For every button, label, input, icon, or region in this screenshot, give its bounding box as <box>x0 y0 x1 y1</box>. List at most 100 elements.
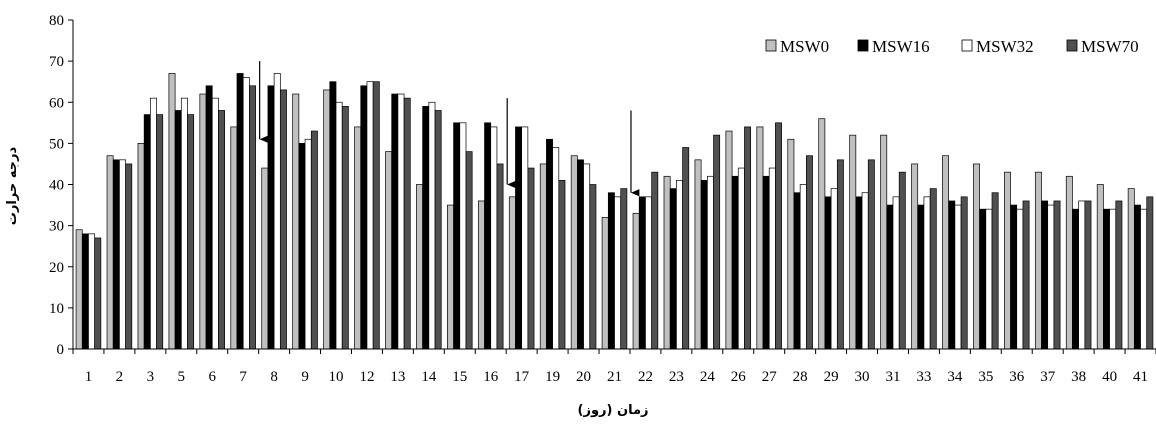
y-tick-label: 20 <box>49 260 64 276</box>
bar-msw16-8 <box>267 85 275 350</box>
x-tick-label: 13 <box>390 369 405 385</box>
bar-msw70-26 <box>744 126 752 350</box>
x-tick-label: 23 <box>669 369 684 385</box>
x-tick-label: 21 <box>607 369 622 385</box>
bar-msw16-14 <box>422 106 430 350</box>
bar-msw16-27 <box>762 175 770 350</box>
bar-msw16-38 <box>1072 208 1079 350</box>
bar-msw0-23 <box>663 175 671 350</box>
bar-msw70-2 <box>125 163 133 350</box>
bar-msw70-37 <box>1053 200 1061 350</box>
x-tick-label: 20 <box>576 369 591 385</box>
bar-msw70-13 <box>403 97 411 350</box>
bar-msw70-33 <box>929 188 937 350</box>
legend: MSW0 MSW16 MSW32 MSW70 <box>765 37 1139 56</box>
bar-msw16-36 <box>1010 204 1018 350</box>
bar-msw0-9 <box>292 93 300 350</box>
bar-msw70-30 <box>867 159 875 350</box>
bar-msw16-12 <box>360 85 368 350</box>
y-tick-label: 60 <box>49 95 64 111</box>
bar-msw0-1 <box>75 229 83 350</box>
legend-label-msw32: MSW32 <box>976 37 1034 56</box>
bar-msw70-41 <box>1146 196 1154 350</box>
bar-msw70-7 <box>249 85 256 350</box>
y-axis-label: درجه حرارت <box>5 146 20 225</box>
bar-msw32-10 <box>335 101 343 350</box>
x-tick-label: 10 <box>329 369 344 385</box>
bar-msw70-19 <box>558 180 566 350</box>
bar-msw16-3 <box>143 114 151 350</box>
legend-label-msw70: MSW70 <box>1081 37 1139 56</box>
x-axis-label: زمان (روز) <box>578 403 649 418</box>
x-tick-label: 35 <box>978 369 993 385</box>
bar-msw0-10 <box>323 89 331 350</box>
bar-msw16-31 <box>886 204 894 350</box>
bar-msw0-36 <box>1004 171 1011 350</box>
bar-msw70-17 <box>527 167 535 350</box>
x-tick-label: 15 <box>452 369 467 385</box>
bar-msw16-34 <box>948 200 956 350</box>
bar-msw70-12 <box>372 81 380 350</box>
bar-msw32-3 <box>150 97 157 350</box>
x-tick-label: 22 <box>638 369 653 385</box>
legend-label-msw16: MSW16 <box>872 37 930 56</box>
x-tick-label: 37 <box>1040 369 1056 385</box>
y-tick-label: 70 <box>49 54 64 70</box>
bar-msw16-41 <box>1133 204 1141 350</box>
bar-msw70-10 <box>341 106 349 350</box>
y-tick-label: 40 <box>49 178 64 194</box>
bar-msw32-27 <box>768 167 776 350</box>
x-tick-label: 14 <box>421 369 437 385</box>
bar-msw0-28 <box>787 138 795 350</box>
bar-msw0-41 <box>1127 188 1135 350</box>
bar-msw16-29 <box>824 196 832 350</box>
bar-msw0-31 <box>880 134 888 350</box>
bar-msw16-7 <box>236 73 244 350</box>
x-tick-label: 7 <box>239 369 247 385</box>
bar-msw32-37 <box>1047 204 1055 350</box>
bar-msw70-5 <box>187 114 195 350</box>
bar-msw32-6 <box>211 97 219 350</box>
bar-msw16-15 <box>453 122 461 350</box>
bar-msw0-27 <box>756 126 764 350</box>
bar-msw0-38 <box>1065 175 1073 350</box>
bar-msw0-16 <box>477 200 485 350</box>
bar-msw16-16 <box>484 122 492 350</box>
annotations-layer <box>259 61 640 197</box>
bar-msw32-28 <box>799 184 807 350</box>
bar-msw0-5 <box>168 73 176 350</box>
bar-msw16-5 <box>174 110 182 350</box>
bar-msw32-9 <box>304 138 312 350</box>
legend-swatch-msw70 <box>1066 39 1078 52</box>
bar-msw0-14 <box>416 184 423 350</box>
bar-msw70-34 <box>960 196 968 350</box>
x-tick-label: 8 <box>270 369 278 385</box>
y-tick-label: 10 <box>49 301 64 317</box>
bar-msw70-23 <box>682 147 690 350</box>
bar-msw16-20 <box>577 159 584 350</box>
bar-msw16-26 <box>731 175 739 350</box>
bar-msw32-40 <box>1109 208 1117 350</box>
bar-msw70-27 <box>775 122 782 350</box>
bar-msw32-24 <box>706 175 714 350</box>
bar-msw0-6 <box>199 93 207 350</box>
bar-msw32-1 <box>88 233 96 350</box>
x-tick-label: 12 <box>359 369 374 385</box>
x-tick-label: 31 <box>885 369 900 385</box>
x-tick-label: 33 <box>916 369 931 385</box>
bar-msw70-1 <box>94 237 102 350</box>
bar-msw16-10 <box>329 81 337 350</box>
bar-msw16-23 <box>669 188 677 350</box>
bar-msw32-20 <box>583 163 591 350</box>
bar-msw32-33 <box>923 196 931 350</box>
bar-msw32-13 <box>397 93 405 350</box>
bar-msw32-12 <box>366 81 374 350</box>
bar-msw70-36 <box>1022 200 1030 350</box>
bar-msw16-2 <box>112 159 120 350</box>
y-tick-labels: 0 10 20 30 40 50 60 70 80 <box>49 13 64 358</box>
bar-msw32-7 <box>242 77 250 350</box>
bar-msw0-30 <box>849 134 857 350</box>
bars-layer <box>75 73 1154 350</box>
bar-msw0-12 <box>354 126 362 350</box>
